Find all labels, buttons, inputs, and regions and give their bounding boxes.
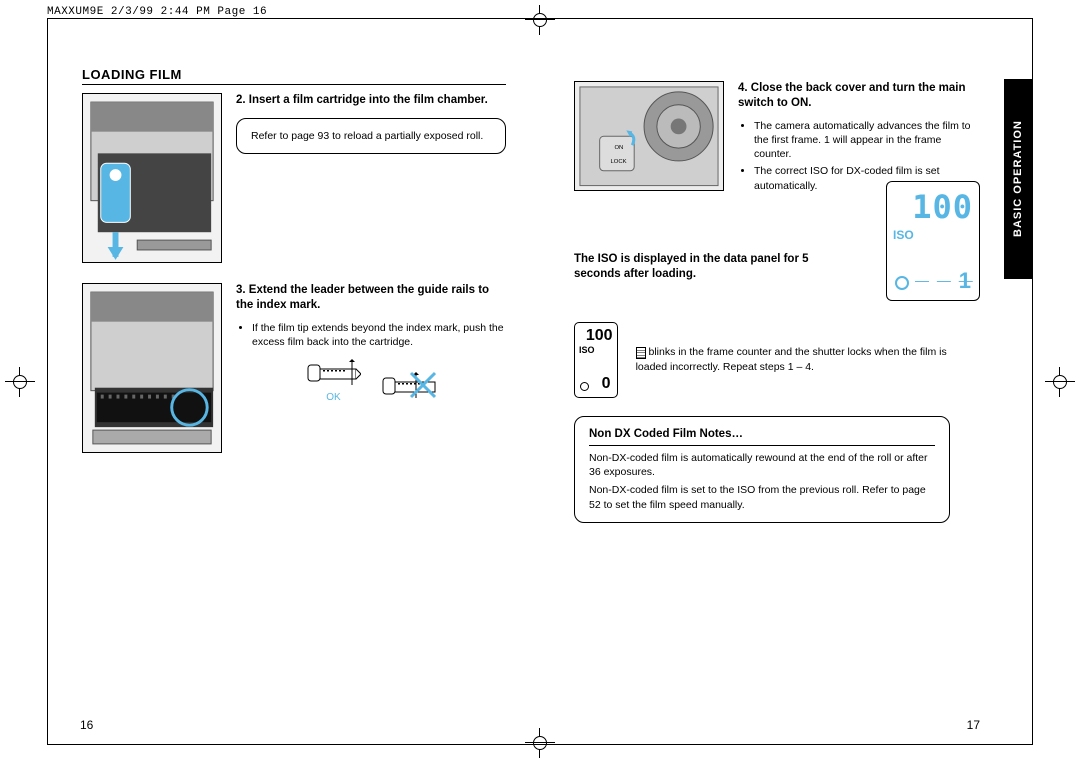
- page-16: LOADING FILM 2. Insert a film cartridge …: [47, 18, 540, 745]
- step-2-title: 2. Insert a film cartridge into the film…: [236, 93, 506, 108]
- page-number-17: 17: [967, 718, 980, 732]
- blink-note: blinks in the frame counter and the shut…: [636, 345, 980, 373]
- illus-insert-cartridge: [82, 93, 222, 263]
- lcd-film-icon: [895, 276, 909, 290]
- page-17: BASIC OPERATION ON LOCK 4. Close the bac…: [540, 18, 1033, 745]
- lcd-iso-label: ISO: [893, 228, 973, 242]
- film-ok-icon: [306, 357, 361, 387]
- film-wrong-icon: [381, 370, 436, 400]
- illus-close-cover: ON LOCK: [574, 81, 724, 191]
- section-title: LOADING FILM: [82, 67, 506, 85]
- lcd-small-frame: 0: [602, 375, 611, 393]
- lcd-small-iso-value: 100: [579, 327, 613, 345]
- svg-text:ON: ON: [614, 145, 623, 151]
- lcd-frame-count: 1: [959, 268, 971, 294]
- step-4-bullet-1: The camera automatically advances the fi…: [754, 119, 980, 162]
- non-dx-notes-box: Non DX Coded Film Notes… Non-DX-coded fi…: [574, 416, 950, 523]
- page-number-16: 16: [80, 718, 93, 732]
- lcd-small-film-icon: [580, 382, 589, 391]
- non-dx-p1: Non-DX-coded film is automatically rewou…: [589, 451, 935, 479]
- page-meta-header: MAXXUM9E 2/3/99 2:44 PM Page 16: [47, 6, 267, 18]
- non-dx-heading: Non DX Coded Film Notes…: [589, 427, 935, 447]
- lcd-panel-iso: 100 ISO — — — 1: [886, 181, 980, 301]
- step-3-title: 3. Extend the leader between the guide r…: [236, 283, 506, 313]
- illus-extend-leader: [82, 283, 222, 453]
- svg-text:LOCK: LOCK: [611, 159, 627, 165]
- step-3-bullet: If the film tip extends beyond the index…: [252, 321, 506, 349]
- crop-mark-left: [5, 367, 35, 397]
- non-dx-p2: Non-DX-coded film is set to the ISO from…: [589, 483, 935, 511]
- ok-label: OK: [306, 392, 361, 403]
- lcd-panel-error: 100 ISO 0: [574, 322, 618, 398]
- crop-mark-right: [1045, 367, 1075, 397]
- cartridge-icon: [636, 347, 646, 359]
- iso-display-note: The ISO is displayed in the data panel f…: [574, 252, 834, 282]
- blink-text: blinks in the frame counter and the shut…: [636, 346, 947, 372]
- lcd-iso-value: 100: [893, 188, 973, 226]
- reload-note-box: Refer to page 93 to reload a partially e…: [236, 118, 506, 154]
- step-4-title: 4. Close the back cover and turn the mai…: [738, 81, 980, 111]
- lcd-small-iso-label: ISO: [579, 345, 613, 355]
- film-leader-examples: OK: [236, 357, 506, 403]
